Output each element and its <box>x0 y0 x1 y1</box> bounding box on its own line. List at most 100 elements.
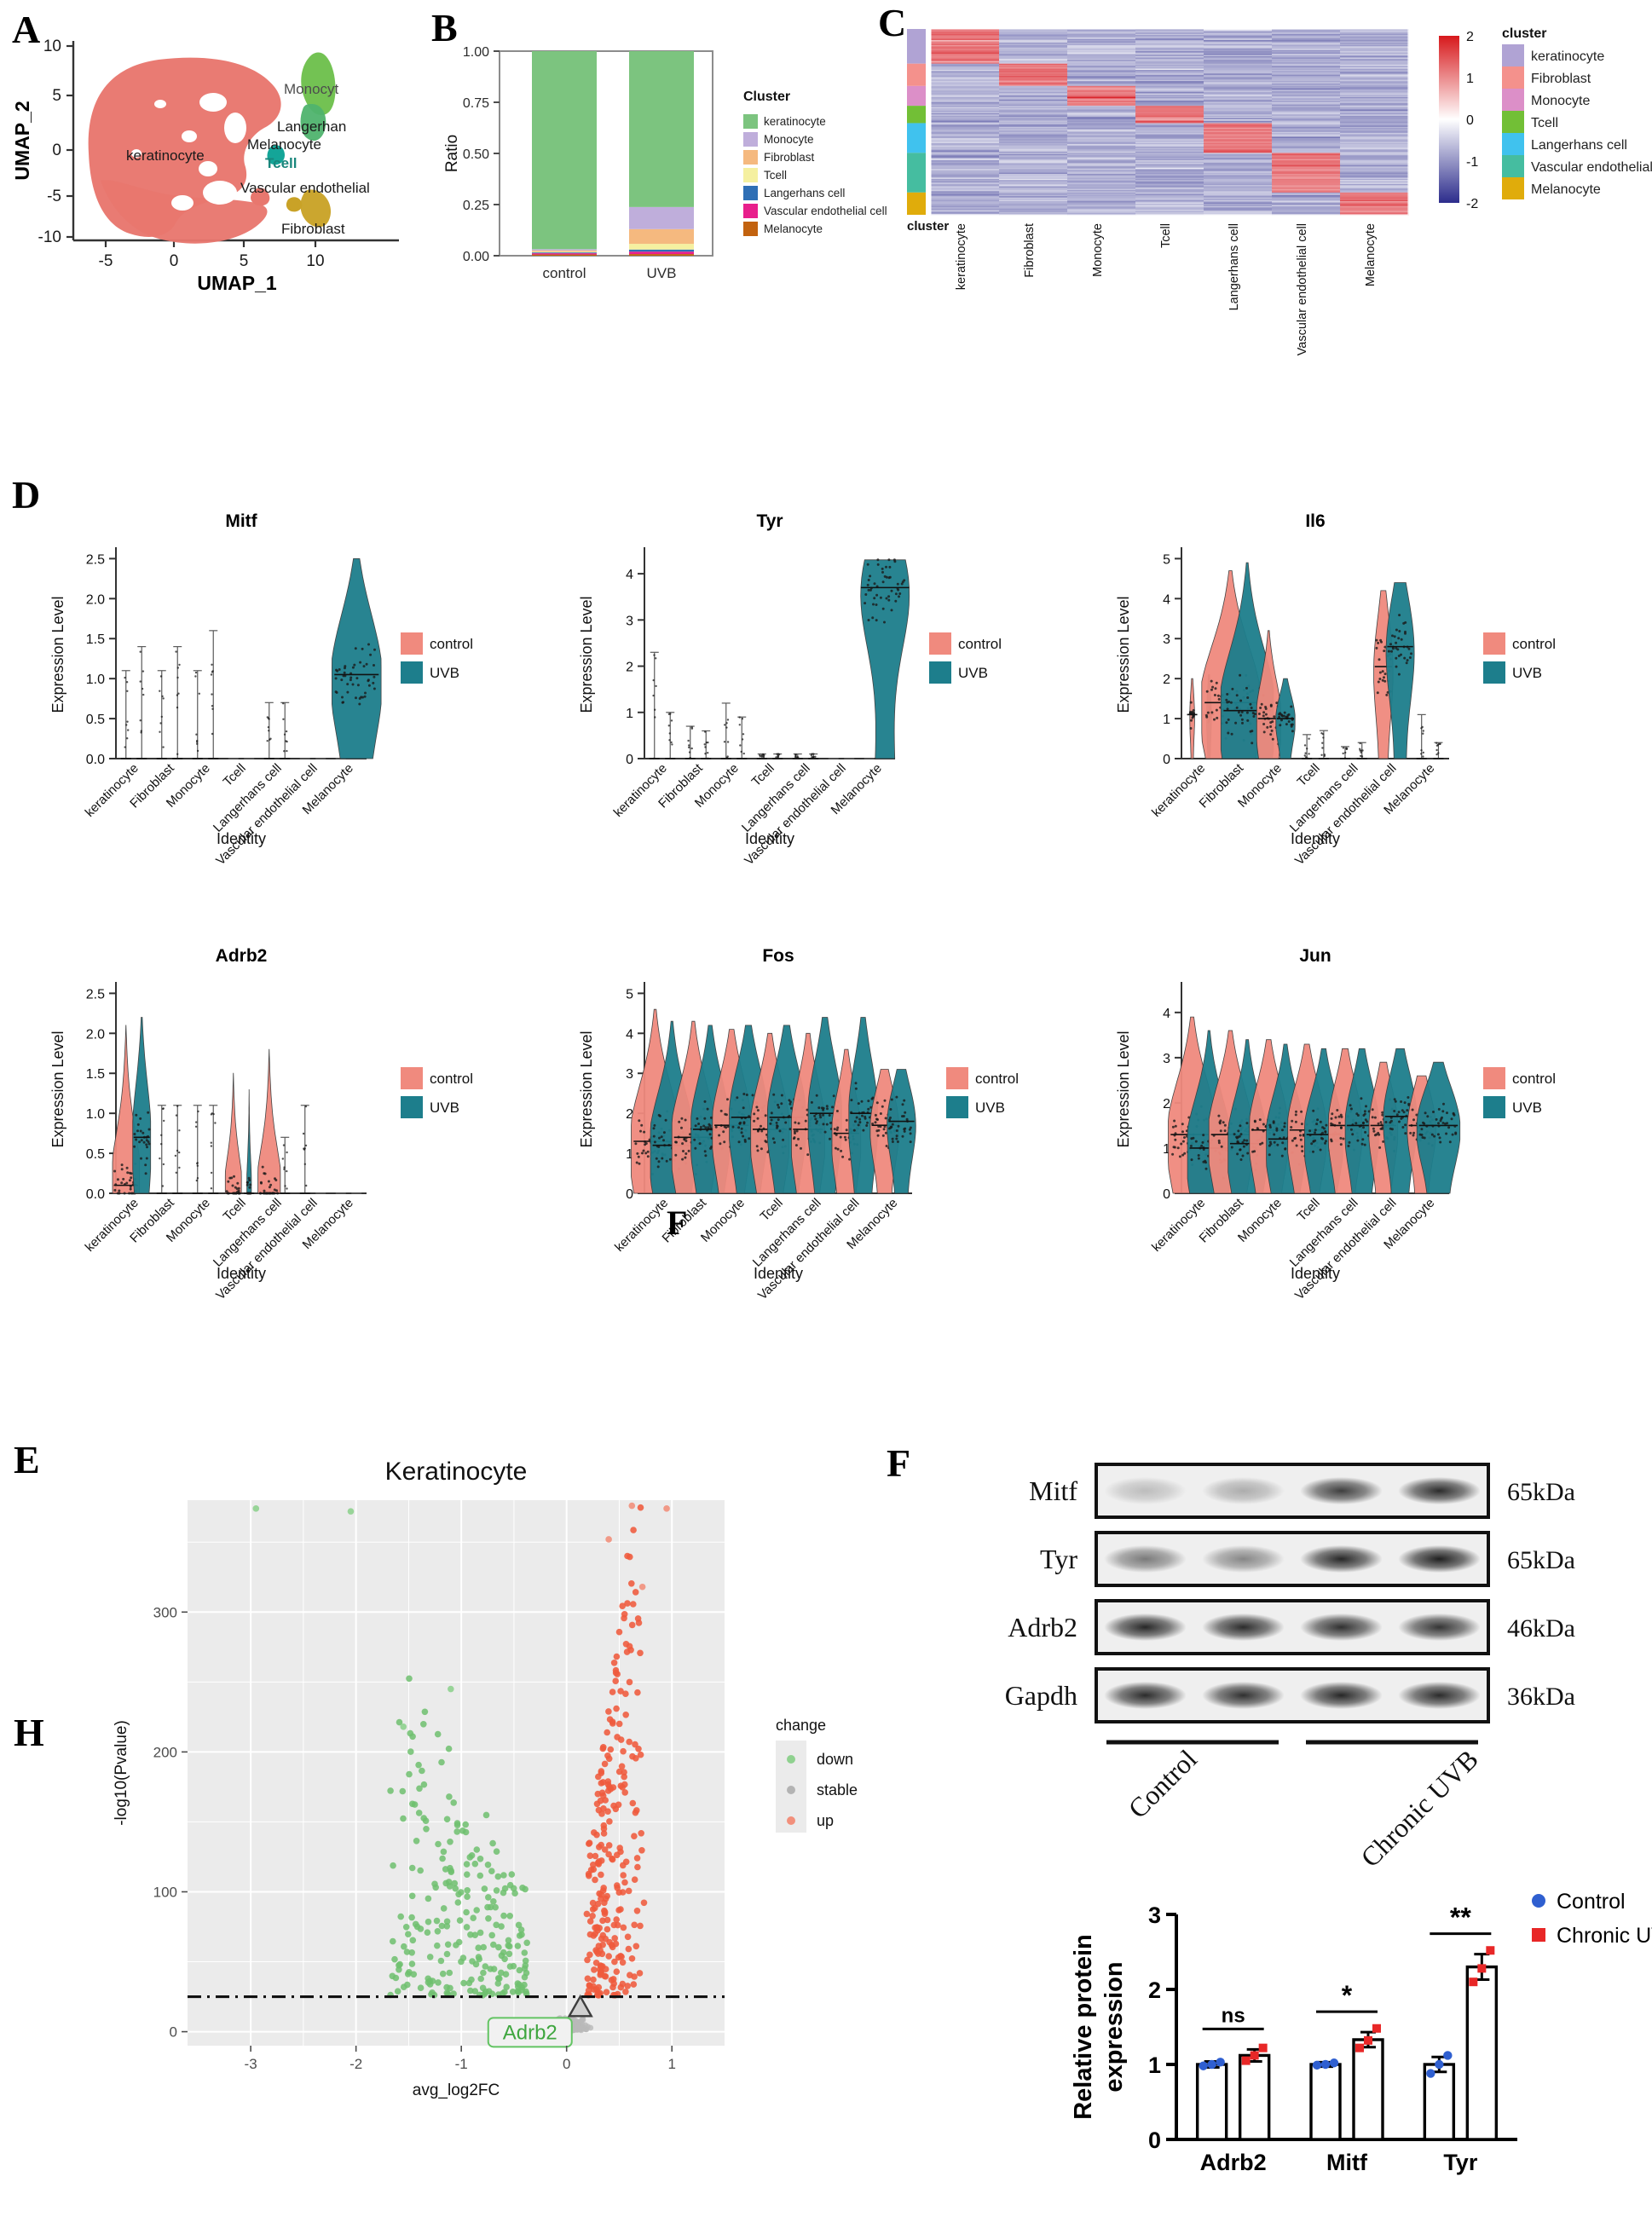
svg-text:300: 300 <box>153 1604 177 1620</box>
svg-text:UVB: UVB <box>958 665 988 681</box>
svg-text:2.0: 2.0 <box>86 592 105 607</box>
svg-text:10: 10 <box>43 38 61 55</box>
svg-text:expression: expression <box>1100 1961 1128 2092</box>
svg-text:4: 4 <box>626 568 633 582</box>
panel-e-letter: E <box>14 1438 40 1481</box>
svg-text:-2: -2 <box>349 2056 362 2072</box>
svg-text:3: 3 <box>626 1067 633 1082</box>
svg-text:Expression Level: Expression Level <box>1115 1031 1132 1147</box>
svg-text:**: ** <box>1450 1902 1471 1933</box>
svg-text:stable: stable <box>817 1781 858 1798</box>
svg-text:1: 1 <box>1148 2052 1161 2078</box>
svg-text:UVB: UVB <box>975 1100 1005 1116</box>
svg-text:0.0: 0.0 <box>86 753 105 767</box>
svg-text:Vascular endothelial cell: Vascular endothelial cell <box>764 205 887 217</box>
svg-text:-1: -1 <box>455 2056 468 2072</box>
svg-text:1: 1 <box>668 2056 676 2072</box>
svg-text:10: 10 <box>306 252 324 270</box>
svg-text:5: 5 <box>52 87 61 105</box>
svg-text:-3: -3 <box>245 2056 257 2072</box>
svg-text:2: 2 <box>1466 30 1474 44</box>
svg-text:-2: -2 <box>1466 197 1478 211</box>
svg-text:Expression Level: Expression Level <box>49 596 66 713</box>
svg-text:Identity: Identity <box>1291 830 1340 847</box>
svg-text:5: 5 <box>626 987 633 1002</box>
svg-text:0.75: 0.75 <box>463 96 489 111</box>
svg-text:1.0: 1.0 <box>86 673 105 687</box>
panel-f-bar: 0 1 2 3 ns Adrb2 * Mitf ** Tyr Relative protein exp… <box>921 1867 1652 2216</box>
umap-label-fibroblast: Fibroblast <box>281 221 345 237</box>
umap-label-langerhan: Langerhan <box>277 118 346 135</box>
svg-text:Identity: Identity <box>217 1265 266 1282</box>
svg-text:0: 0 <box>170 2024 177 2041</box>
svg-text:Expression Level: Expression Level <box>578 1031 595 1147</box>
svg-text:Langerhans cell: Langerhans cell <box>1531 138 1627 153</box>
svg-text:65kDa: 65kDa <box>1507 1546 1575 1574</box>
svg-text:Chronic UVB: Chronic UVB <box>1557 1924 1652 1948</box>
svg-text:Vascular endothelial cell: Vascular endothelial cell <box>1531 160 1652 175</box>
svg-text:46kDa: 46kDa <box>1507 1614 1575 1643</box>
svg-text:UVB: UVB <box>647 265 677 281</box>
svg-text:Identity: Identity <box>745 830 794 847</box>
svg-text:Expression Level: Expression Level <box>1115 596 1132 713</box>
panel-a: 10 5 0 -5 -10 -5 0 5 10 <box>0 26 426 294</box>
svg-text:1.0: 1.0 <box>86 1107 105 1122</box>
panel-d-letter: D <box>12 473 41 517</box>
svg-text:-5: -5 <box>47 188 61 205</box>
panel-h-letter: H <box>14 1711 44 1754</box>
svg-text:Tcell: Tcell <box>749 761 777 789</box>
svg-text:Monocyte: Monocyte <box>1531 94 1590 108</box>
svg-text:Monocyte: Monocyte <box>764 133 814 146</box>
svg-text:Vascular endothelial cell: Vascular endothelial cell <box>1296 223 1309 355</box>
umap-xlabel: UMAP_1 <box>197 272 277 294</box>
umap-cluster-tcell <box>267 145 285 165</box>
svg-text:Tcell: Tcell <box>1295 1196 1323 1224</box>
svg-text:Tcell: Tcell <box>1295 761 1323 789</box>
svg-text:Adrb2: Adrb2 <box>216 946 268 966</box>
svg-text:avg_log2FC: avg_log2FC <box>413 2081 500 2099</box>
svg-text:4: 4 <box>1163 1007 1170 1021</box>
umap-label-monocyt: Monocyt <box>284 81 339 97</box>
svg-text:Cluster: Cluster <box>743 89 790 104</box>
svg-text:Mitf: Mitf <box>225 511 257 531</box>
svg-text:5: 5 <box>240 252 249 270</box>
svg-text:2: 2 <box>1148 1977 1161 2003</box>
svg-text:2: 2 <box>626 661 633 675</box>
panel-b-letter: B <box>431 6 458 49</box>
svg-text:0.00: 0.00 <box>463 250 489 264</box>
svg-text:1: 1 <box>626 1147 633 1162</box>
svg-text:2.5: 2.5 <box>86 552 105 567</box>
svg-text:keratinocyte: keratinocyte <box>1149 761 1208 820</box>
svg-text:UVB: UVB <box>430 665 459 681</box>
svg-text:Adrb2: Adrb2 <box>1008 1612 1077 1643</box>
svg-text:4: 4 <box>1163 592 1170 607</box>
svg-text:Tcell: Tcell <box>758 1196 786 1224</box>
svg-text:5: 5 <box>1163 552 1170 567</box>
panel-d-violin-jun: Jun 0 1 2 3 4 keratinocyte Fibroblast Monocyte Tc… <box>1100 938 1628 1338</box>
panel-d-violin-adrb2: Adrb2 0.0 0.5 1.0 1.5 2.0 2.5 keratinocyte Fibro… <box>34 938 546 1338</box>
svg-text:Identity: Identity <box>1291 1265 1340 1282</box>
svg-text:Tyr: Tyr <box>1443 2150 1478 2175</box>
panel-e: Keratinocyte Adrb2 -3 -2 -1 0 1 0 100 200 300 avg_l… <box>51 1449 904 2156</box>
svg-text:Tyr: Tyr <box>1040 1544 1077 1574</box>
umap-label-tcell: Tcell <box>265 155 297 171</box>
svg-text:0: 0 <box>170 252 179 270</box>
svg-text:0: 0 <box>1466 113 1474 128</box>
svg-text:Tcell: Tcell <box>221 1196 249 1224</box>
svg-text:Adrb2: Adrb2 <box>503 2021 557 2044</box>
svg-text:keratinocyte: keratinocyte <box>1149 1196 1208 1255</box>
svg-text:2: 2 <box>626 1107 633 1122</box>
svg-text:Jun: Jun <box>1299 946 1331 966</box>
protein-expression-bar-chart: 0 1 2 3 ns Adrb2 * Mitf ** Tyr Relative protein exp… <box>1070 1890 1652 2175</box>
panel-c: keratinocyte Fibroblast Monocyte Tcell Lange… <box>869 20 1652 355</box>
svg-text:Melanocyte: Melanocyte <box>1531 182 1601 197</box>
svg-text:-10: -10 <box>38 228 61 246</box>
svg-text:Ratio: Ratio <box>443 135 461 172</box>
svg-text:keratinocyte: keratinocyte <box>611 761 670 820</box>
svg-text:3: 3 <box>1163 1052 1170 1066</box>
svg-text:Tcell: Tcell <box>764 169 787 182</box>
svg-text:1: 1 <box>1163 1142 1170 1157</box>
svg-text:keratinocyte: keratinocyte <box>1531 49 1604 64</box>
svg-text:UVB: UVB <box>430 1100 459 1116</box>
